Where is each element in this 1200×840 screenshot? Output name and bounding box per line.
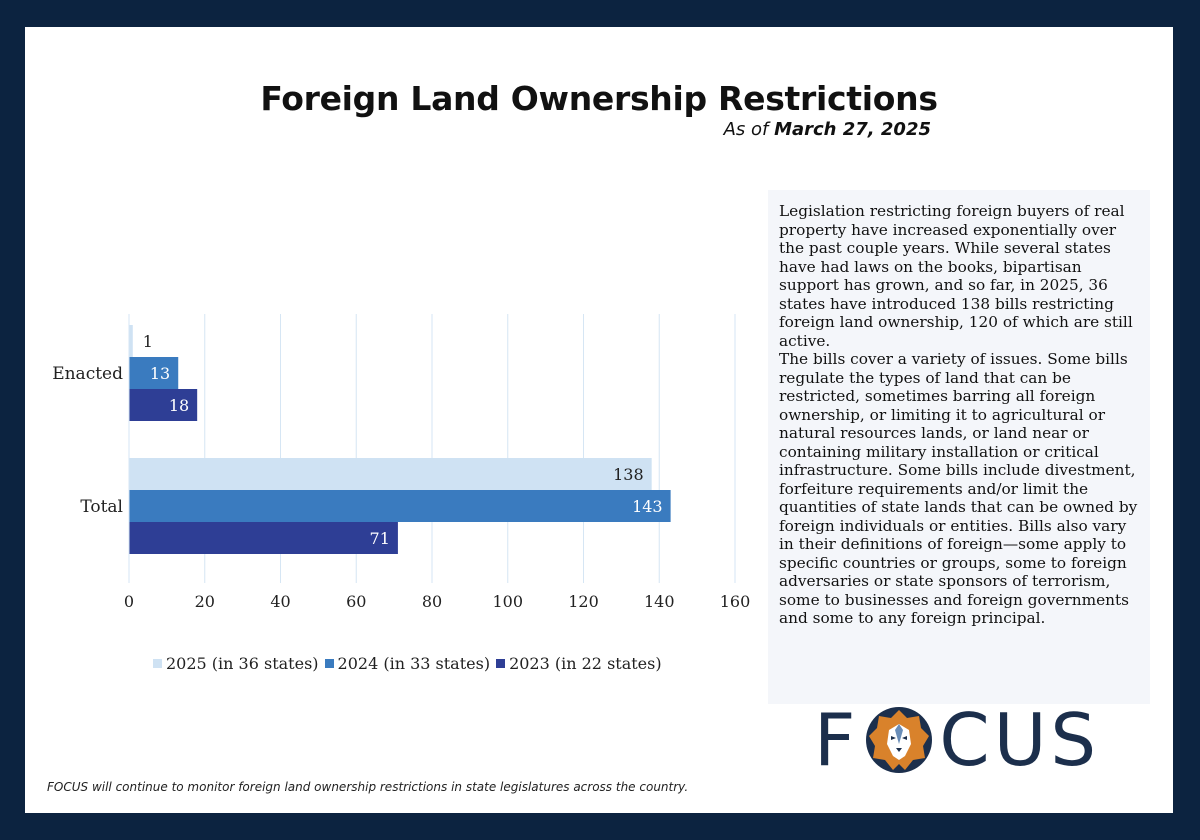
category-label: Enacted xyxy=(52,364,123,384)
legend-label: 2024 (in 33 states) xyxy=(337,654,491,673)
x-tick-label: 120 xyxy=(568,592,599,611)
legend-swatch xyxy=(496,659,506,668)
legend-item: 2025 (in 36 states) xyxy=(153,654,319,673)
page-subtitle: As of March 27, 2025 xyxy=(724,119,931,140)
x-tick-label: 140 xyxy=(644,592,675,611)
bar xyxy=(129,325,133,357)
data-label: 71 xyxy=(370,529,390,548)
focus-logo: F CUS xyxy=(814,698,1101,782)
x-tick-label: 160 xyxy=(720,592,751,611)
legend-swatch xyxy=(153,659,162,668)
x-tick-label: 60 xyxy=(346,592,366,611)
x-tick-label: 40 xyxy=(270,592,290,611)
data-label: 138 xyxy=(613,465,644,484)
data-label: 18 xyxy=(169,396,189,415)
bar xyxy=(129,357,179,389)
description-paragraph-1: Legislation restricting foreign buyers o… xyxy=(779,202,1133,350)
data-label: 1 xyxy=(143,332,153,351)
subtitle-prefix: As of xyxy=(723,119,769,140)
bar xyxy=(129,389,198,421)
page-title: Foreign Land Ownership Restrictions xyxy=(260,79,938,118)
legend-item: 2023 (in 22 states) xyxy=(496,654,662,673)
category-label: Total xyxy=(80,497,123,517)
logo-letter-f: F xyxy=(814,698,860,782)
bar xyxy=(129,490,671,522)
lion-head-icon xyxy=(866,707,933,773)
data-label: 13 xyxy=(150,364,170,383)
content-card: Foreign Land Ownership Restrictions As o… xyxy=(25,27,1173,813)
bar-chart: 0 20 40 60 80 100 120 140 160 Enacted 1 13 18 Total 13… xyxy=(52,314,751,611)
subtitle-date: March 27, 2025 xyxy=(774,119,931,140)
description-panel: Legislation restricting foreign buyers o… xyxy=(768,190,1150,704)
legend-item: 2024 (in 33 states) xyxy=(324,654,491,673)
chart-legend: 2025 (in 36 states) 2024 (in 33 states) 20… xyxy=(153,654,713,673)
x-tick-label: 20 xyxy=(195,592,215,611)
logo-letters-cus: CUS xyxy=(939,698,1101,782)
data-label: 143 xyxy=(632,497,663,516)
description-paragraph-2: The bills cover a variety of issues. Som… xyxy=(779,350,1138,627)
legend-label: 2025 (in 36 states) xyxy=(166,654,319,673)
footer-note: FOCUS will continue to monitor foreign l… xyxy=(47,780,689,794)
x-tick-label: 80 xyxy=(422,592,442,611)
bar xyxy=(129,458,652,490)
legend-label: 2023 (in 22 states) xyxy=(509,654,662,673)
legend-swatch xyxy=(324,659,334,668)
x-tick-label: 100 xyxy=(492,592,523,611)
bar xyxy=(129,522,398,554)
x-tick-label: 0 xyxy=(124,592,134,611)
